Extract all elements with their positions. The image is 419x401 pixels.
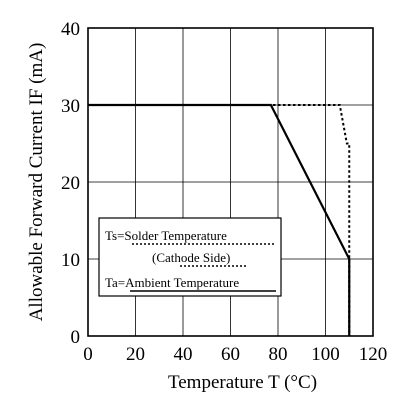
y-tick-label: 30 [61, 96, 80, 117]
y-tick-label: 10 [61, 250, 80, 271]
legend-box [98, 217, 282, 297]
x-axis-label: Temperature T (°C) [168, 372, 317, 393]
x-tick-label: 0 [83, 344, 93, 365]
x-tick-label: 120 [359, 344, 388, 365]
x-tick-label: 20 [126, 344, 145, 365]
y-tick-label: 40 [61, 19, 80, 40]
legend-entry-solder-line1: Ts=Solder Temperature [105, 228, 227, 243]
legend-entry-ambient: Ta=Ambient Temperature [105, 275, 239, 290]
series-layer [88, 103, 351, 336]
series-solder-temperature-line [88, 104, 351, 336]
x-tick-label: 40 [174, 344, 193, 365]
series-ambient-temperature-line [88, 103, 351, 336]
y-tick-label: 0 [71, 327, 81, 348]
legend: Ts=Solder Temperature (Cathode Side) Ta=… [98, 217, 282, 297]
x-tick-label: 80 [269, 344, 288, 365]
x-tick-label: 60 [221, 344, 240, 365]
y-axis-label: Allowable Forward Current IF (mA) [26, 43, 47, 322]
y-tick-label: 20 [61, 173, 80, 194]
x-tick-label: 100 [311, 344, 340, 365]
tick-labels: 0 20 40 60 80 100 120 0 10 20 30 40 [61, 19, 387, 365]
legend-entry-solder-line2: (Cathode Side) [152, 250, 230, 265]
